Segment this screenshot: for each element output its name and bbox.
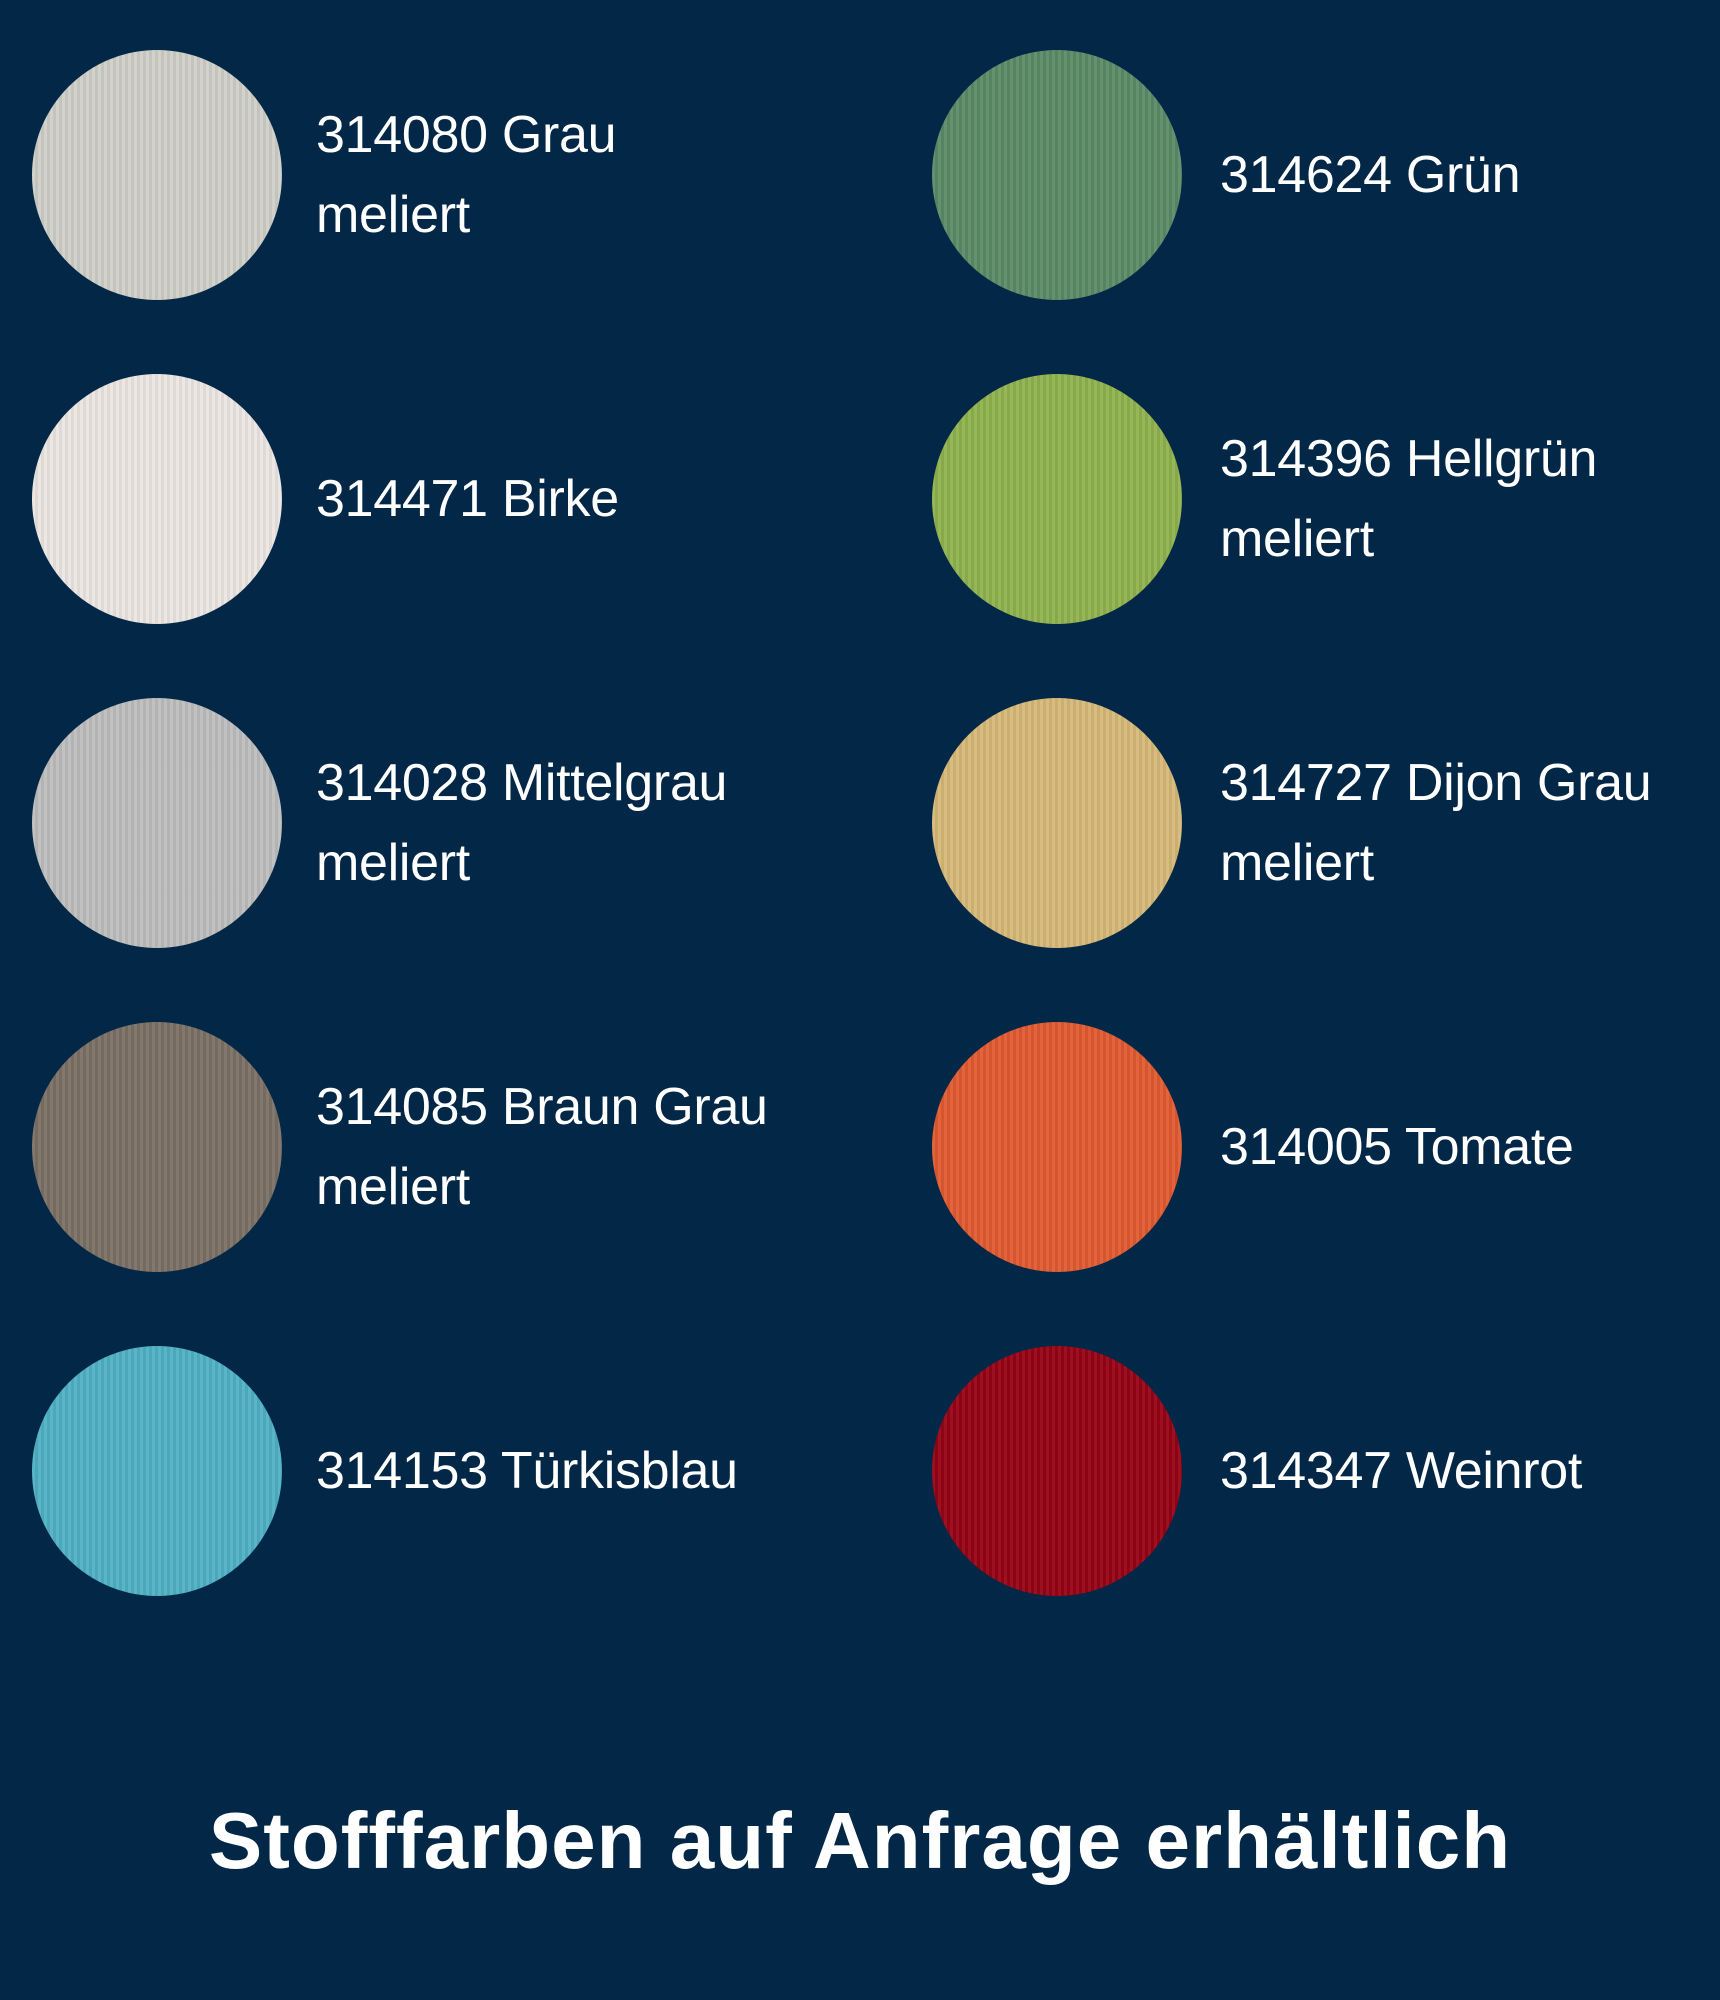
color-swatch	[32, 1346, 282, 1596]
caption: Stofffarben auf Anfrage erhältlich	[208, 1796, 1512, 1885]
color-swatch	[32, 698, 282, 948]
color-swatch	[32, 374, 282, 624]
color-swatch	[932, 374, 1182, 624]
color-swatch	[932, 50, 1182, 300]
color-swatch	[932, 698, 1182, 948]
color-swatch	[932, 1346, 1182, 1596]
swatch-label: 314624 Grün	[1220, 146, 1521, 204]
swatch-label: 314085 Braun Grau meliert	[316, 1078, 768, 1216]
color-swatch	[32, 1022, 282, 1272]
color-swatch	[32, 50, 282, 300]
swatch-label: 314347 Weinrot	[1220, 1442, 1582, 1500]
swatch-label: 314396 Hellgrün meliert	[1220, 430, 1598, 568]
swatch-label: 314153 Türkisblau	[316, 1442, 738, 1500]
color-swatch	[932, 1022, 1182, 1272]
swatch-label: 314471 Birke	[316, 470, 619, 528]
swatch-label: 314028 Mittelgrau meliert	[316, 754, 728, 892]
swatch-label: 314080 Grau meliert	[316, 106, 617, 244]
swatch-label: 314727 Dijon Grau meliert	[1220, 754, 1652, 892]
swatch-label: 314005 Tomate	[1220, 1118, 1574, 1176]
